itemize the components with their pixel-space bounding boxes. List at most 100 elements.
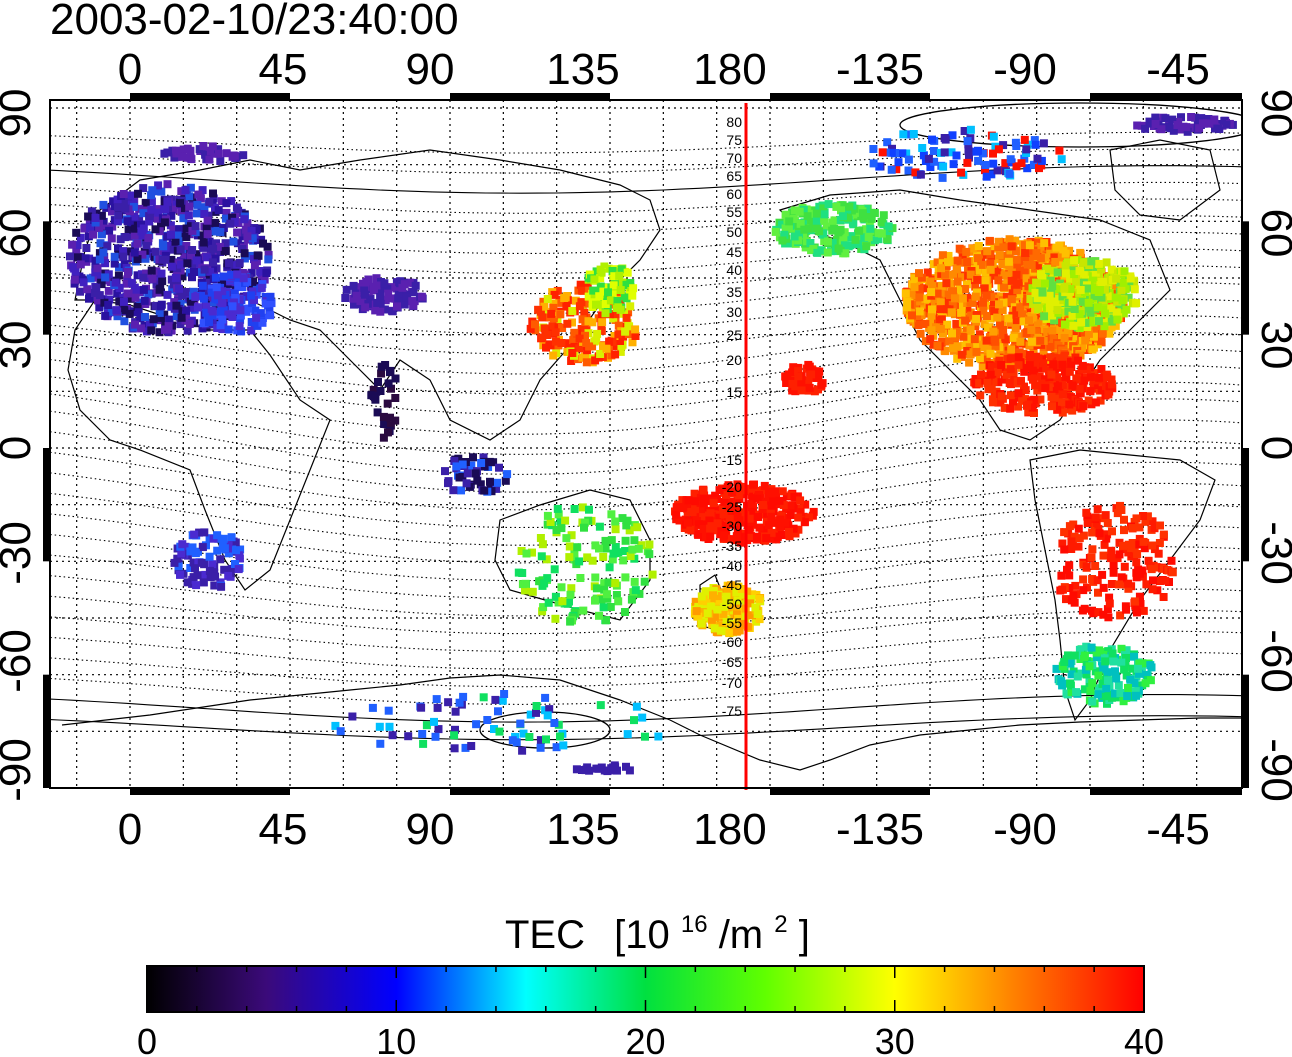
tec-cell-north-america <box>931 323 940 332</box>
tec-cell-north-america <box>1012 270 1021 279</box>
tec-cell-pacific-south <box>732 505 741 513</box>
tec-cell-europe <box>147 266 156 275</box>
tec-cell-india <box>379 412 388 421</box>
tec-cell-north-america-east <box>1078 297 1087 306</box>
tec-cell-arctic-america <box>1005 169 1014 178</box>
coastline <box>1109 139 1221 221</box>
tec-cell-north-america <box>932 282 941 291</box>
right-lat-label: -90 <box>1252 738 1292 802</box>
tec-cell-canada-west <box>883 235 892 244</box>
tec-cell-australia <box>552 526 561 534</box>
tec-cell-europe <box>73 241 82 250</box>
tec-cell-europe <box>95 255 104 264</box>
tec-cell-hawaii <box>807 370 816 379</box>
tec-cell-europe-east <box>205 312 213 321</box>
tec-cell-japan <box>568 307 577 315</box>
tec-cell-north-america <box>962 280 971 289</box>
tec-cell-europe-east <box>193 303 202 312</box>
tec-cell-arctic-top <box>1145 117 1154 126</box>
tec-cell-arctic-europe <box>170 153 179 162</box>
tec-cell-mexico <box>1014 389 1023 398</box>
tec-cell-south-africa <box>205 566 214 575</box>
colorbar-unit-mid: /m <box>719 913 763 957</box>
tec-cell-mexico <box>1025 361 1034 370</box>
tec-cell-south-africa <box>218 542 227 550</box>
tec-cell-new-zealand <box>692 607 701 616</box>
tec-cell-north-america <box>985 236 994 245</box>
tec-cell-pacific-south <box>690 512 699 521</box>
tec-cell-arctic-america <box>1039 139 1048 148</box>
tec-cell-europe <box>209 189 217 198</box>
tec-cell-north-america-east <box>1053 268 1062 277</box>
tec-cell-europe <box>84 232 93 241</box>
tec-cell-patagonia <box>1080 685 1089 694</box>
tec-cell-europe <box>168 285 177 294</box>
tec-cell-europe <box>99 248 108 257</box>
tec-cell-patagonia <box>1146 661 1155 670</box>
tec-cell-south-africa <box>234 565 243 574</box>
tec-cell-australia <box>551 614 560 623</box>
tec-cell-arctic-america <box>963 158 972 167</box>
tec-cell-europe <box>91 214 100 222</box>
tec-cell-arctic-america <box>892 165 901 174</box>
tec-cell-south-america <box>1155 539 1164 547</box>
tec-cell-central-asia <box>341 294 350 302</box>
tec-cell-south-america <box>1120 526 1128 535</box>
tec-cell-india <box>383 399 392 408</box>
tec-cell-australia <box>599 552 608 561</box>
tec-cell-europe <box>124 225 133 234</box>
tec-cell-australia <box>576 574 585 582</box>
tec-cell-north-america <box>910 274 919 283</box>
tec-cell-south-africa <box>178 540 187 549</box>
tec-cell-north-america <box>916 329 925 338</box>
tec-cell-japan <box>593 329 602 338</box>
tec-cell-arctic-top <box>1166 124 1175 133</box>
tec-cell-mexico <box>1062 374 1071 383</box>
tec-cell-pacific-south <box>766 507 775 516</box>
tec-cell-north-america <box>1072 332 1081 341</box>
map-frame <box>49 99 1243 789</box>
tec-cell-patagonia <box>1135 659 1144 668</box>
tec-cell-arctic-top <box>1198 119 1207 128</box>
tec-cell-australia <box>608 555 617 564</box>
tec-cell-japan <box>631 325 640 334</box>
tec-cell-pacific-south <box>782 492 791 501</box>
tec-cell-europe-east <box>266 292 275 301</box>
tec-cell-north-america <box>986 265 995 274</box>
tec-cell-europe <box>169 225 178 234</box>
tec-cell-patagonia <box>1101 657 1110 666</box>
tec-cell-antarctica <box>467 742 476 750</box>
tec-cell-australia <box>622 521 631 530</box>
tec-cell-mexico <box>1006 404 1015 413</box>
tec-cell-north-america <box>1022 329 1031 338</box>
tec-cell-indonesia <box>471 469 480 478</box>
tec-cell-pacific-south <box>777 531 786 539</box>
tec-cell-pacific-south <box>733 525 742 534</box>
tec-cell-india <box>376 387 385 395</box>
tec-cell-north-america <box>974 254 982 263</box>
tec-cell-antarctica <box>336 727 345 736</box>
left-lat-label: 30 <box>0 321 40 370</box>
tec-cell-australia <box>631 586 640 595</box>
tec-cell-europe <box>162 247 171 255</box>
tec-cell-new-zealand <box>720 602 729 611</box>
tec-cell-europe <box>172 301 181 310</box>
tec-cell-europe <box>198 186 207 195</box>
tec-cell-canada-west <box>812 209 821 218</box>
tec-cell-europe <box>202 223 211 232</box>
tec-cell-antarctica <box>451 707 460 716</box>
tec-cell-north-america <box>1004 314 1013 323</box>
tec-cell-europe <box>178 272 187 281</box>
tec-cell-europe <box>139 209 148 218</box>
tec-cell-patagonia <box>1060 658 1069 666</box>
tec-cell-mexico <box>1054 394 1063 403</box>
tec-cell-south-africa <box>186 564 195 572</box>
tec-cell-arctic-america <box>1022 145 1031 154</box>
tec-cell-north-america-east <box>1079 268 1088 276</box>
tec-cell-new-zealand <box>747 595 756 603</box>
tec-cell-europe <box>176 199 185 208</box>
tec-cell-north-america <box>973 275 982 284</box>
tec-cell-pacific-south <box>764 521 773 529</box>
tec-cell-new-zealand <box>743 622 752 631</box>
tec-cell-arctic-america <box>938 173 947 182</box>
